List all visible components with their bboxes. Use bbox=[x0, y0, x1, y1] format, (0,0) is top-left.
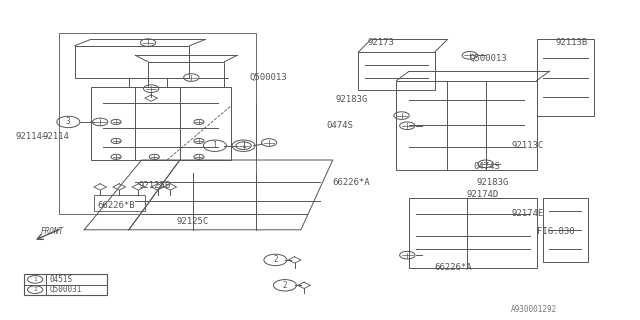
Bar bbox=[94, 195, 145, 211]
Text: 92114: 92114 bbox=[43, 132, 70, 141]
Bar bbox=[543, 198, 588, 261]
Text: 66226*B: 66226*B bbox=[97, 202, 134, 211]
Text: 3: 3 bbox=[66, 117, 70, 126]
Text: 92125C: 92125C bbox=[177, 217, 209, 226]
Bar bbox=[91, 87, 231, 160]
Text: 0474S: 0474S bbox=[326, 121, 353, 130]
Bar bbox=[148, 62, 225, 87]
Text: 1: 1 bbox=[33, 277, 37, 282]
Bar bbox=[396, 81, 537, 170]
Text: Q500031: Q500031 bbox=[49, 285, 81, 294]
Text: 0451S: 0451S bbox=[49, 275, 72, 284]
Text: Q500013: Q500013 bbox=[470, 54, 508, 63]
Text: 2: 2 bbox=[283, 281, 287, 290]
Text: 0474S: 0474S bbox=[473, 162, 500, 171]
Text: 2: 2 bbox=[33, 287, 37, 292]
Text: 2: 2 bbox=[273, 255, 278, 264]
Text: 66226*A: 66226*A bbox=[333, 178, 371, 187]
Bar bbox=[358, 52, 435, 90]
Text: 1: 1 bbox=[241, 141, 246, 150]
Text: Q500013: Q500013 bbox=[250, 73, 287, 82]
Bar bbox=[537, 39, 594, 116]
Text: 1: 1 bbox=[212, 141, 217, 150]
Bar bbox=[59, 33, 256, 214]
Text: 66226*A: 66226*A bbox=[435, 263, 472, 272]
Text: 92174D: 92174D bbox=[467, 190, 499, 199]
Bar bbox=[409, 198, 537, 268]
Text: 92113B: 92113B bbox=[556, 38, 588, 47]
Text: 92174E: 92174E bbox=[511, 209, 543, 219]
Text: 92173: 92173 bbox=[368, 38, 395, 47]
Text: 92113C: 92113C bbox=[511, 141, 543, 150]
Text: A930001292: A930001292 bbox=[511, 305, 557, 314]
Text: 92125B: 92125B bbox=[138, 181, 171, 190]
Text: FRONT: FRONT bbox=[41, 227, 64, 236]
Bar bbox=[24, 274, 106, 295]
Bar bbox=[75, 46, 189, 77]
Text: 92183G: 92183G bbox=[336, 95, 368, 104]
Text: 92114—: 92114— bbox=[15, 132, 47, 141]
Text: 92183G: 92183G bbox=[476, 178, 508, 187]
Text: FIG.830: FIG.830 bbox=[537, 227, 574, 236]
